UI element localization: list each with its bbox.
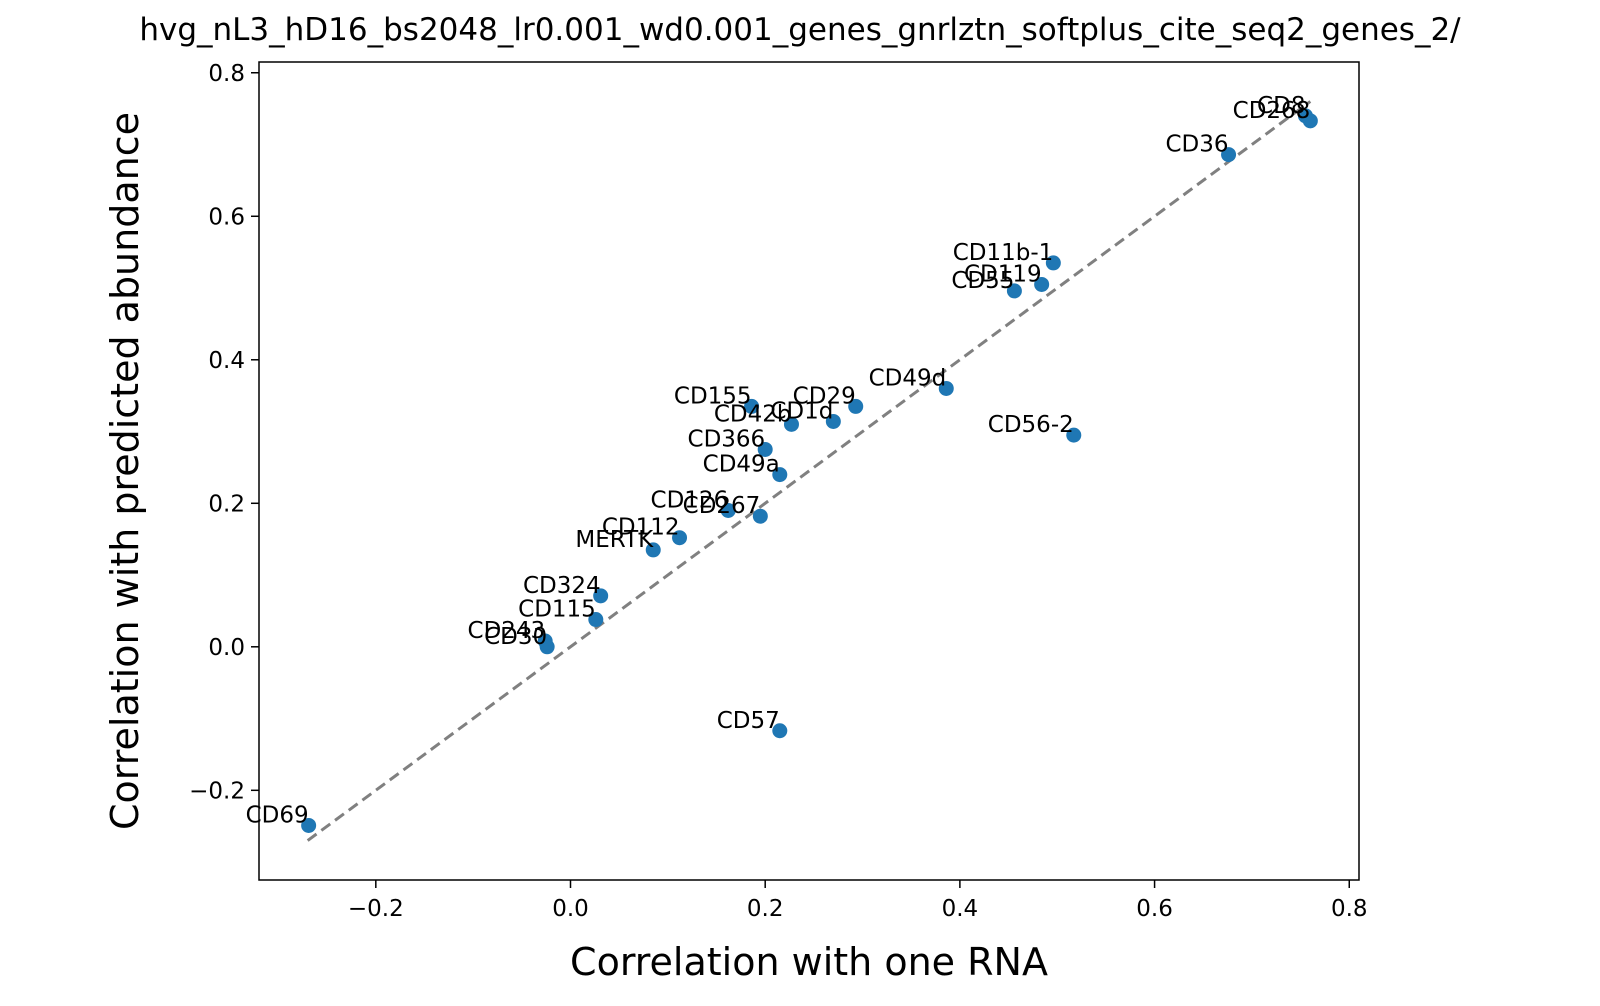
data-point [301,817,317,833]
point-label: CD57 [717,708,780,734]
point-label: CD155 [674,383,752,409]
point-label: CD1d [770,398,833,424]
point-label: CD36 [1166,132,1229,158]
data-point [848,398,864,414]
y-axis-label: Correlation with predicted abundance [103,112,147,830]
point-label: CD55 [951,268,1014,294]
point-label: CD366 [688,426,766,452]
x-tick-label: 0.2 [747,896,784,922]
chart-title: hvg_nL3_hD16_bs2048_lr0.001_wd0.001_gene… [139,12,1461,48]
reference-line-layer [306,100,1312,842]
x-tick-label: 0.4 [942,896,979,922]
data-point [1066,427,1082,443]
points-layer [301,108,1318,833]
point-label: CD29 [793,383,856,409]
data-point [938,380,954,396]
y-tick-label: −0.2 [189,778,245,804]
point-label: CD49a [703,452,780,478]
x-tick-label: 0.8 [1331,896,1368,922]
data-point [757,441,773,457]
point-label: CD30 [484,624,547,650]
point-label: CD126 [651,487,729,513]
data-point [539,639,555,655]
data-point [825,413,841,429]
point-label: CD8 [1257,93,1305,119]
data-point [1302,113,1318,129]
y-tick-label: 0.6 [208,204,245,230]
point-label: CD267 [683,493,761,519]
y-tick-label: 0.0 [208,635,245,661]
data-point [1045,255,1061,271]
data-point [588,612,604,628]
point-label: CD119 [964,261,1042,287]
point-label: CD115 [518,597,596,623]
data-point [1221,147,1237,163]
point-label: CD112 [602,515,680,541]
point-label: CD243 [468,618,546,644]
x-tick-label: 0.6 [1136,896,1173,922]
data-point [772,723,788,739]
reference-line [306,100,1312,842]
data-point [744,398,760,414]
point-label: MERTK [575,527,654,553]
x-axis-label: Correlation with one RNA [570,940,1048,984]
y-tick-label: 0.4 [208,348,245,374]
y-tick-label: 0.2 [208,491,245,517]
y-axis-ticks: −0.2 0.0 0.2 0.4 0.6 0.8 [189,61,259,804]
data-point [752,508,768,524]
data-point [720,502,736,518]
data-point [1006,283,1022,299]
point-label: CD11b-1 [953,240,1054,266]
x-tick-label: −0.2 [348,896,404,922]
data-point [672,530,688,546]
x-tick-label: 0.0 [552,896,589,922]
data-point [1034,276,1050,292]
data-point [645,542,661,558]
y-tick-label: 0.8 [208,61,245,87]
data-point [772,467,788,483]
x-axis-ticks: −0.2 0.0 0.2 0.4 0.6 0.8 [348,880,1368,922]
point-label: CD69 [246,802,309,828]
data-point [783,416,799,432]
point-label: CD324 [523,573,601,599]
point-label: CD42b [714,401,792,427]
point-label: CD56-2 [988,412,1074,438]
point-label: CD268 [1233,98,1311,124]
point-label: CD49d [869,365,947,391]
data-point [593,588,609,604]
